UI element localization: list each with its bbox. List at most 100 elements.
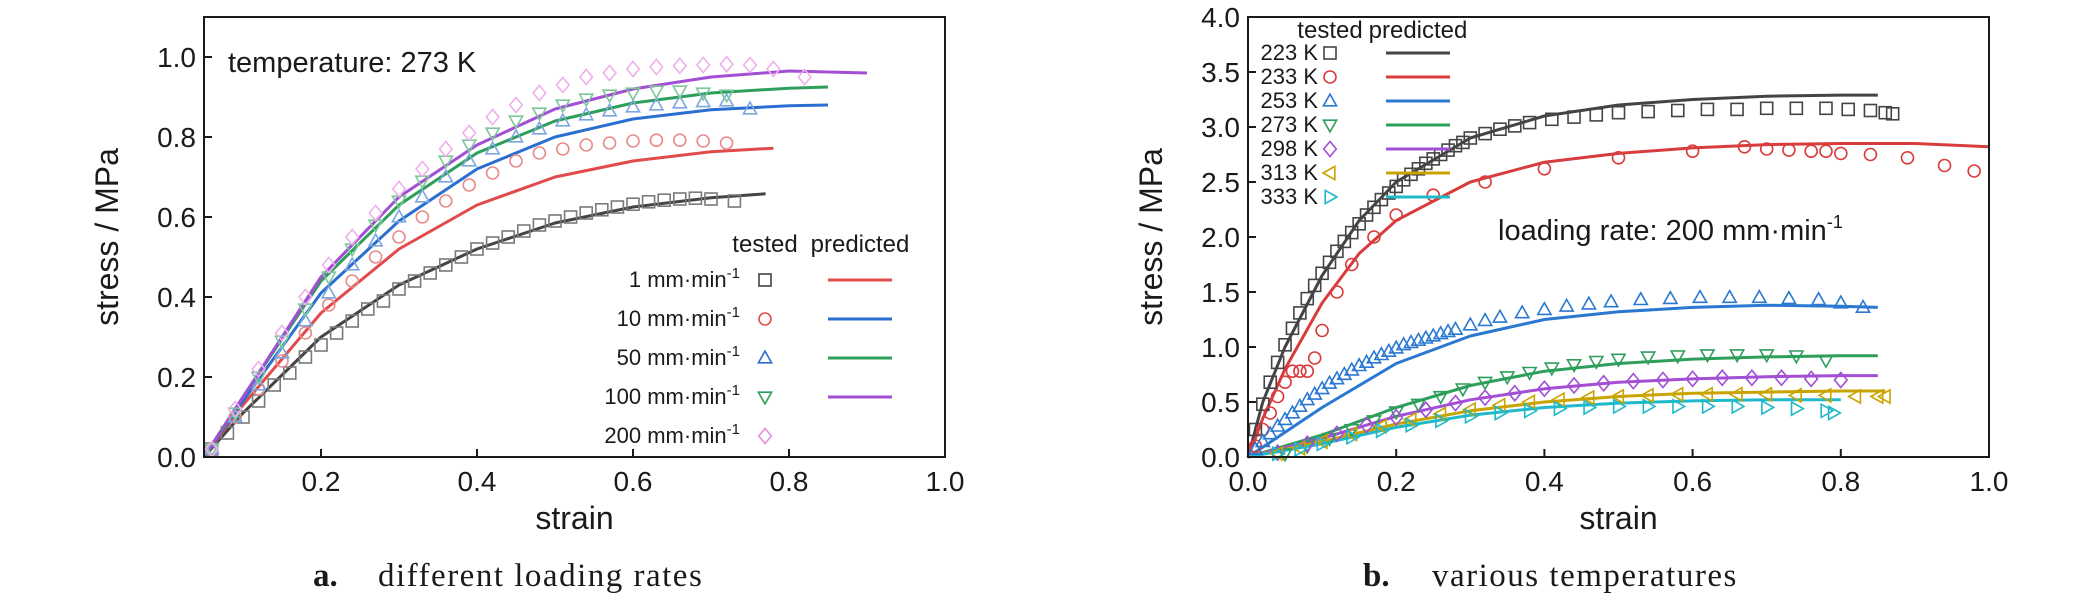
data-point-8-22 — [718, 89, 735, 104]
data-point-10-11 — [1521, 366, 1538, 381]
data-point-9-11 — [461, 124, 477, 142]
data-point-13-2 — [1316, 435, 1331, 452]
y-tick-label: 0.6 — [157, 202, 196, 233]
y-tick-label: 0.8 — [157, 122, 196, 153]
x-tick-label: 0.2 — [1377, 466, 1416, 497]
data-point-10-7 — [1432, 390, 1449, 406]
data-point-7-11 — [1330, 244, 1344, 259]
data-point-8-21 — [1782, 143, 1796, 157]
x-axis-label: strain — [535, 500, 613, 536]
data-point-7-13 — [508, 128, 524, 143]
data-point-7-22 — [718, 92, 735, 107]
data-point-7-43 — [1789, 101, 1804, 116]
data-point-10-6 — [1410, 398, 1427, 413]
data-point-8-15 — [554, 99, 571, 114]
data-point-11-3 — [1359, 416, 1374, 434]
y-tick-label: 1.0 — [157, 42, 196, 73]
data-point-9-13 — [1343, 361, 1360, 376]
data-point-8-6 — [1293, 364, 1307, 379]
data-point-9-17 — [1373, 346, 1390, 361]
x-tick-label: 0.0 — [1229, 466, 1268, 497]
data-point-13-10 — [1553, 400, 1568, 417]
x-tick-label: 0.4 — [458, 466, 497, 497]
data-point-9-4 — [298, 288, 313, 306]
data-point-7-28 — [1456, 135, 1470, 150]
data-point-9-35 — [1603, 293, 1620, 308]
data-point-8-20 — [671, 85, 688, 100]
data-point-7-7 — [1300, 291, 1315, 306]
data-point-6-15 — [555, 142, 570, 156]
data-point-7-39 — [1670, 103, 1685, 118]
data-point-11-11 — [1596, 374, 1612, 393]
data-point-10-19 — [1729, 349, 1746, 364]
data-point-10-13 — [1566, 358, 1583, 374]
data-point-8-26 — [1900, 151, 1915, 165]
data-point-7-15 — [554, 112, 571, 127]
data-point-5-29 — [657, 193, 672, 207]
x-tick-label: 1.0 — [926, 466, 965, 497]
y-tick-label: 3.5 — [1201, 57, 1240, 88]
data-point-9-16 — [578, 68, 594, 86]
y-tick-label: 0.0 — [157, 442, 196, 473]
data-point-7-42 — [1759, 101, 1774, 116]
legend-marker — [1322, 119, 1338, 134]
data-point-11-14 — [1685, 370, 1700, 388]
data-point-13-6 — [1435, 412, 1450, 429]
data-point-8-12 — [1367, 230, 1381, 244]
legend-entry-label: 200 mm·min-1 — [604, 421, 740, 448]
data-point-9-2 — [251, 360, 266, 378]
data-point-12-9 — [1521, 394, 1536, 410]
legend-entry-superscript: -1 — [727, 265, 740, 282]
data-point-7-0 — [1248, 422, 1263, 437]
data-point-9-1 — [227, 400, 243, 418]
data-point-8-27 — [1937, 158, 1952, 173]
data-point-7-7 — [367, 232, 384, 247]
legend-entry-label: 273 K — [1261, 112, 1319, 137]
caption-letter: a. — [313, 558, 338, 594]
data-point-6-16 — [579, 138, 594, 152]
legend-marker — [758, 312, 772, 326]
data-point-12-7 — [1461, 401, 1476, 418]
x-tick-label: 0.8 — [1821, 466, 1860, 497]
series-line-0 — [1246, 93, 1878, 458]
legend-header-tested: tested — [1297, 17, 1362, 44]
legend-entry-label: 223 K — [1261, 40, 1319, 65]
data-point-9-17 — [602, 64, 617, 82]
data-point-5-33 — [727, 194, 742, 208]
data-point-9-22 — [719, 55, 734, 73]
data-point-7-30 — [1478, 126, 1492, 141]
series-line-3 — [1247, 354, 1878, 459]
series-line-5 — [1247, 389, 1886, 459]
data-point-5-14 — [423, 266, 438, 280]
data-point-11-8 — [1507, 384, 1523, 402]
data-point-7-32 — [1507, 119, 1522, 133]
data-point-6-9 — [415, 210, 430, 224]
data-point-8-21 — [695, 87, 712, 102]
data-point-9-25 — [797, 68, 812, 86]
data-point-12-19 — [1817, 387, 1832, 404]
y-tick-label: 0.5 — [1201, 387, 1240, 418]
data-point-7-14 — [531, 120, 548, 135]
data-point-5-16 — [454, 250, 469, 264]
data-point-7-16 — [578, 106, 595, 121]
data-point-8-2 — [1263, 406, 1278, 420]
data-point-11-4 — [1388, 408, 1404, 427]
data-point-9-32 — [1536, 301, 1553, 316]
data-point-8-13 — [508, 115, 524, 130]
data-point-12-14 — [1669, 386, 1684, 403]
data-point-5-26 — [610, 200, 625, 214]
data-point-5-8 — [329, 326, 344, 340]
legend-entry-label: 333 K — [1261, 184, 1319, 209]
legend-entry-label: 10 mm·min-1 — [617, 304, 740, 331]
data-point-13-20 — [1827, 405, 1842, 421]
data-point-9-37 — [1662, 290, 1679, 305]
data-point-6-3 — [275, 354, 289, 368]
chart-a: 0.2 0.4 0.6 0.8 1.0 0.0 0.2 0.4 0.6 0.8 1.0 strain s… — [89, 16, 965, 594]
data-point-7-37 — [1611, 105, 1626, 120]
data-point-9-21 — [695, 56, 711, 74]
data-point-9-19 — [649, 58, 664, 76]
data-point-10-14 — [1588, 355, 1605, 370]
data-point-5-15 — [438, 258, 453, 272]
